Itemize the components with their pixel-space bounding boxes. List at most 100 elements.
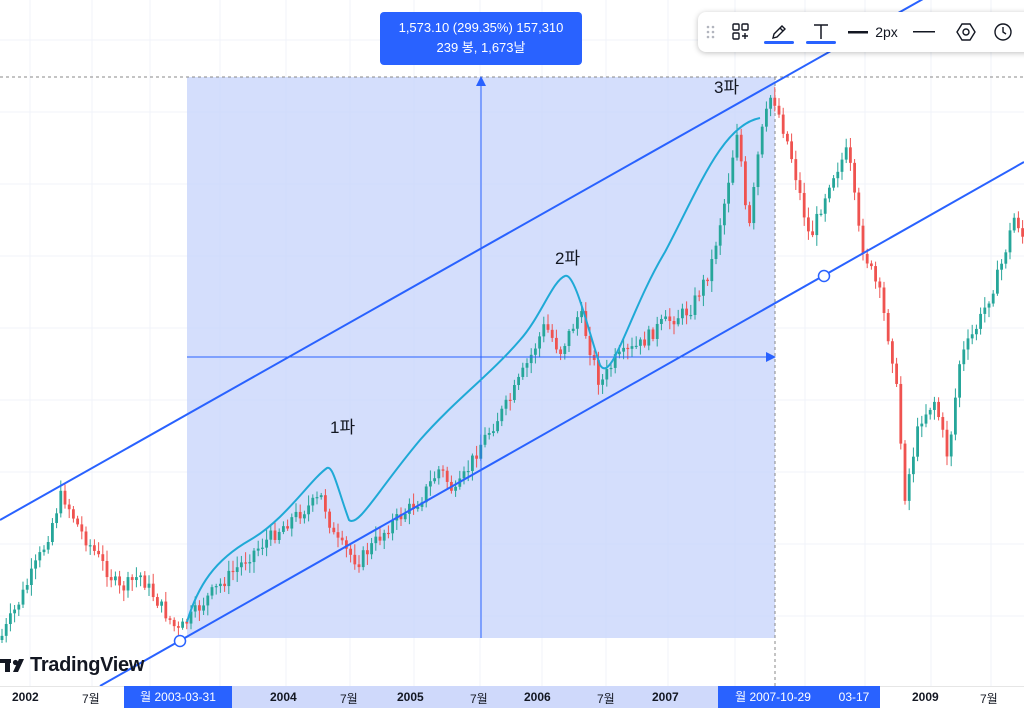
candle-body	[492, 431, 495, 434]
candle-body	[349, 548, 352, 555]
candle-body	[710, 259, 714, 282]
candle-body	[550, 329, 554, 338]
candle-body	[298, 511, 302, 519]
candle-body	[849, 147, 852, 163]
candle-body	[618, 351, 621, 355]
candle-body	[72, 509, 75, 519]
candle-body	[193, 605, 197, 612]
candle-body	[1004, 252, 1008, 264]
candle-body	[559, 349, 562, 354]
axis-label-2009: 2009	[912, 690, 939, 704]
add-element-icon[interactable]	[724, 12, 758, 52]
axis-label-2005: 2005	[397, 690, 424, 704]
candle-body	[802, 192, 806, 218]
candle-body	[790, 141, 793, 160]
candle-body	[4, 624, 8, 636]
candle-body	[122, 585, 126, 591]
candle-body	[466, 470, 470, 473]
candle-body	[441, 469, 445, 471]
candle-body	[181, 621, 184, 628]
candle-body	[991, 293, 995, 304]
candle-body	[731, 157, 735, 183]
candle-body	[227, 570, 231, 587]
candle-body	[366, 550, 369, 555]
candle-body	[752, 187, 756, 224]
axis-label-2002: 2002	[12, 690, 39, 704]
wave-3-label: 3파	[714, 78, 739, 97]
candle-body	[294, 511, 298, 518]
axis-label-2004: 2004	[270, 690, 297, 704]
candle-body	[214, 586, 218, 588]
channel-lower-line[interactable]	[99, 161, 1024, 687]
candle-body	[1012, 217, 1016, 231]
candle-body	[760, 126, 764, 155]
text-tool-icon[interactable]	[800, 12, 842, 52]
text-color-indicator	[806, 41, 836, 44]
candle-body	[198, 605, 201, 611]
candle-body	[517, 376, 520, 386]
candle-body	[437, 469, 441, 479]
candle-body	[399, 514, 403, 520]
line-weight-button[interactable]: 2px	[842, 12, 904, 52]
candle-body	[739, 134, 743, 162]
candle-body	[118, 576, 121, 586]
candle-body	[634, 345, 638, 348]
candle-body	[147, 583, 151, 588]
candle-body	[966, 338, 970, 350]
tradingview-logo: TradingView	[0, 652, 144, 678]
candle-body	[319, 495, 323, 498]
candle-body	[13, 609, 16, 614]
candle-body	[844, 147, 848, 160]
candle-body	[357, 564, 361, 568]
candle-body	[370, 543, 373, 555]
candle-body	[529, 354, 533, 364]
candle-body	[601, 379, 604, 385]
candle-body	[958, 364, 961, 398]
measure-price-change: 1,573.10 (299.35%) 157,310	[398, 20, 564, 35]
candle-body	[1021, 228, 1024, 237]
candle-body	[311, 497, 315, 506]
clock-icon[interactable]	[988, 12, 1018, 52]
candle-body	[697, 295, 701, 297]
candle-body	[483, 434, 487, 445]
candle-body	[420, 502, 424, 507]
candle-body	[256, 548, 260, 551]
candle-body	[651, 329, 655, 339]
measure-tooltip: 1,573.10 (299.35%) 157,310 239 봉, 1,673날	[380, 12, 582, 65]
axis-label-7월: 7월	[470, 692, 488, 706]
hexagon-icon[interactable]	[944, 12, 988, 52]
candle-body	[996, 269, 999, 294]
candle-body	[580, 311, 583, 318]
wave-path[interactable]	[186, 117, 761, 623]
candle-body	[160, 601, 163, 606]
candle-body	[391, 520, 394, 534]
candle-body	[878, 281, 882, 288]
candle-body	[374, 536, 378, 544]
candle-body	[46, 542, 50, 550]
candle-body	[508, 399, 512, 401]
candle-body	[865, 253, 869, 264]
candle-body	[664, 316, 667, 319]
candle-body	[332, 527, 336, 533]
candle-body	[513, 385, 516, 401]
line-style-icon[interactable]	[904, 12, 944, 52]
candle-body	[231, 570, 235, 573]
candle-body	[424, 486, 428, 503]
channel-anchor-point-end[interactable]	[817, 269, 831, 283]
candle-body	[172, 619, 176, 627]
channel-anchor-point-start[interactable]	[173, 634, 187, 648]
candle-body	[261, 547, 264, 549]
drag-handle-icon[interactable]	[698, 12, 724, 52]
candle-body	[538, 336, 541, 349]
wave-1-label: 1파	[330, 418, 355, 437]
pencil-icon[interactable]	[758, 12, 800, 52]
candle-body	[240, 562, 243, 568]
candle-body	[378, 536, 382, 541]
axis-label-2007: 2007	[652, 690, 679, 704]
range-end-date-label: 월 2007-10-29	[718, 686, 828, 708]
candle-body	[693, 295, 697, 315]
candle-body	[975, 328, 978, 335]
candle-body	[1008, 230, 1012, 253]
candle-body	[244, 562, 247, 564]
